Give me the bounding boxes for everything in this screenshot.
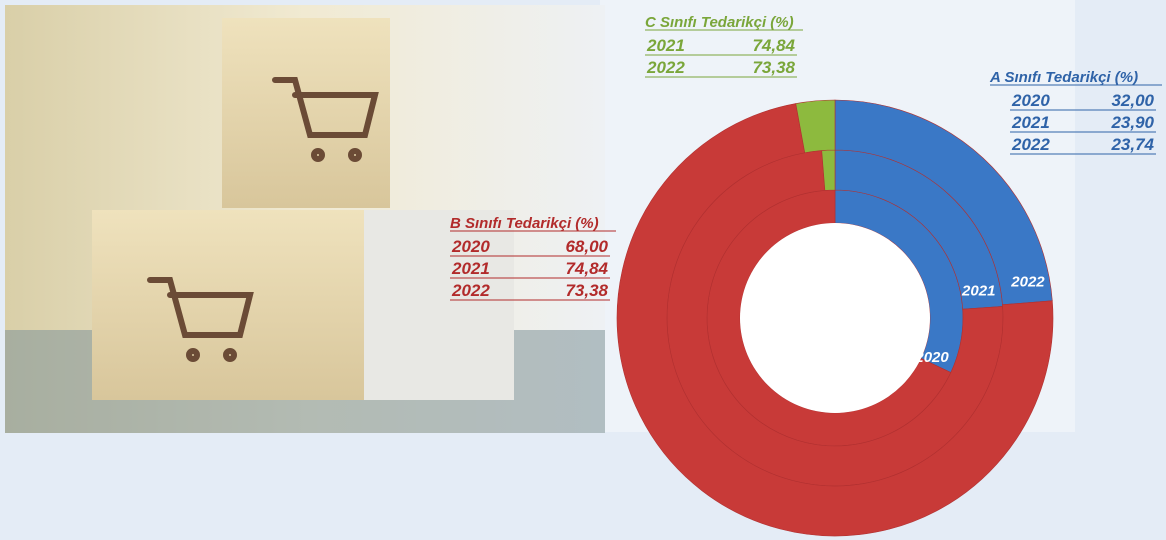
legend-year: 2021	[646, 36, 685, 55]
legend-value: 73,38	[752, 58, 795, 77]
legend-year: 2020	[451, 237, 490, 256]
photo	[5, 5, 605, 433]
ring-label: 2021	[961, 283, 995, 300]
ring-segment	[795, 99, 836, 154]
legend-title: B Sınıfı Tedarikçi (%)	[450, 215, 599, 232]
legend-title: C Sınıfı Tedarikçi (%)	[645, 14, 794, 31]
legend-value: 68,00	[565, 237, 608, 256]
donut-hole	[740, 223, 930, 413]
legend-title: A Sınıfı Tedarikçi (%)	[989, 69, 1138, 86]
donut-chart: 2020 2021 2022 A Sınıfı Tedarikçi (%) 2020 32…	[450, 14, 1162, 537]
legend-year: 2022	[646, 58, 685, 77]
legend-year: 2020	[1011, 91, 1050, 110]
legend-value: 32,00	[1111, 91, 1154, 110]
ring-segment	[616, 103, 1054, 537]
legend-year: 2022	[451, 281, 490, 300]
legend-table: B Sınıfı Tedarikçi (%) 2020 68,00 2021 74,84…	[450, 215, 616, 301]
legend-value: 73,38	[565, 281, 608, 300]
legend-table: C Sınıfı Tedarikçi (%) 2021 74,84 2022 73,38	[645, 14, 803, 78]
legend-value: 74,84	[752, 36, 795, 55]
ring-label: 2022	[1010, 273, 1045, 290]
legend-year: 2021	[451, 259, 490, 278]
legend-year: 2021	[1011, 113, 1050, 132]
legend-value: 74,84	[565, 259, 608, 278]
legend-year: 2022	[1011, 135, 1050, 154]
legend-value: 23,74	[1110, 135, 1154, 154]
legend-table: A Sınıfı Tedarikçi (%) 2020 32,00 2021 23,90…	[989, 69, 1162, 155]
legend-value: 23,90	[1110, 113, 1154, 132]
